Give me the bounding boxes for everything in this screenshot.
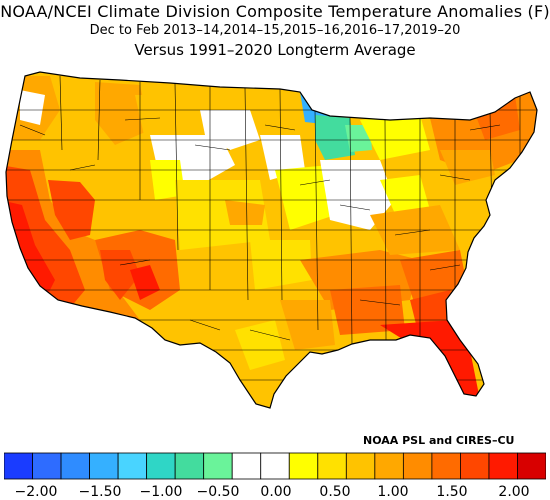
- legend-tick-3: −1.00: [139, 484, 183, 500]
- color-swatch-15: [402, 452, 433, 480]
- legend-tick-6: 0.50: [319, 484, 351, 500]
- legend-tick-7: 1.00: [377, 484, 409, 500]
- color-swatch-1: [4, 452, 33, 480]
- color-swatch-14: [374, 452, 404, 480]
- color-swatch-11: [288, 452, 319, 480]
- color-swatch-10: [260, 452, 290, 480]
- us-climate-division-map: [5, 71, 538, 409]
- legend-tick-1: −2.00: [14, 484, 58, 500]
- color-swatch-17: [460, 452, 490, 480]
- color-swatch-12: [317, 452, 347, 480]
- color-swatch-8: [203, 452, 233, 480]
- legend-tick-9: 2.00: [498, 484, 530, 500]
- credit-label: NOAA PSL and CIRES–CU: [363, 434, 515, 447]
- color-swatch-5: [117, 452, 148, 480]
- color-swatch-9: [231, 452, 262, 480]
- color-scale-bar: [4, 452, 546, 480]
- legend-tick-8: 1.50: [436, 484, 468, 500]
- legend-tick-4: −0.50: [196, 484, 240, 500]
- color-swatch-2: [32, 452, 62, 480]
- color-swatch-6: [146, 452, 176, 480]
- map-subtitle: Dec to Feb 2013–14,2014–15,2015–16,2016–…: [89, 23, 461, 38]
- color-swatch-13: [345, 452, 376, 480]
- legend-tick-2: −1.50: [78, 484, 122, 500]
- map-subtitle-2: Versus 1991–2020 Longterm Average: [134, 41, 416, 59]
- color-swatch-4: [89, 452, 119, 480]
- color-swatch-7: [174, 452, 205, 480]
- color-swatch-16: [431, 452, 461, 480]
- color-swatch-19: [517, 452, 546, 480]
- division-boundaries: [6, 75, 537, 381]
- color-swatch-18: [488, 452, 518, 480]
- color-swatch-3: [60, 452, 90, 480]
- legend-tick-5: 0.00: [260, 484, 292, 500]
- anomaly-regions: [6, 72, 537, 408]
- map-title: NOAA/NCEI Climate Division Composite Tem…: [0, 2, 550, 21]
